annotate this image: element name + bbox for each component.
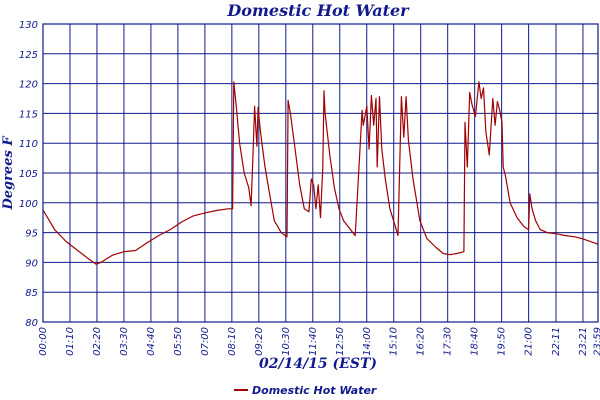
y-tick-label: 90	[25, 258, 38, 269]
x-tick-label: 23:21	[578, 327, 589, 356]
x-tick-label: 08:10	[227, 327, 238, 356]
x-tick-label: 17:30	[443, 327, 454, 356]
legend: Domestic Hot Water	[234, 384, 377, 397]
x-tick-label: 03:30	[119, 327, 130, 356]
y-tick-label: 105	[19, 169, 38, 180]
y-tick-label: 125	[19, 50, 38, 61]
x-tick-label: 07:00	[200, 327, 211, 356]
y-tick-label: 85	[25, 288, 38, 299]
x-tick-label: 14:00	[362, 327, 373, 356]
series-layer	[42, 81, 599, 265]
x-tick-label: 18:40	[470, 327, 481, 356]
x-tick-label: 01:10	[65, 327, 76, 356]
x-axis-ticks: 00:00 01:10 02:20 03:30 04:40 05:50 07:00 08:10…	[38, 327, 600, 356]
x-tick-label: 15:10	[389, 327, 400, 356]
y-tick-label: 130	[19, 20, 38, 31]
y-tick-label: 95	[25, 229, 38, 240]
x-tick-label: 12:50	[335, 327, 346, 356]
grid-layer	[43, 23, 598, 323]
y-tick-label: 100	[19, 199, 38, 210]
y-tick-label: 110	[19, 139, 38, 150]
y-tick-label: 80	[25, 318, 38, 329]
x-tick-label: 21:00	[524, 327, 535, 356]
series-line-domestic-hot-water	[42, 81, 599, 265]
x-tick-label: 22:11	[551, 327, 562, 356]
x-tick-label: 19:50	[497, 327, 508, 356]
x-tick-label: 23:59	[593, 327, 600, 356]
y-tick-label: 115	[19, 109, 38, 120]
x-tick-label: 11:40	[308, 327, 319, 356]
x-tick-label: 10:30	[281, 327, 292, 356]
x-tick-label: 05:50	[173, 327, 184, 356]
y-tick-label: 120	[19, 80, 38, 91]
x-axis-label: 02/14/15 (EST)	[259, 356, 377, 372]
chart-title: Domestic Hot Water	[226, 1, 410, 20]
plot-frame	[42, 23, 599, 323]
y-axis-label: Degrees F	[1, 136, 16, 211]
legend-label: Domestic Hot Water	[252, 384, 377, 397]
x-tick-label: 02:20	[92, 327, 103, 356]
x-tick-label: 04:40	[146, 327, 157, 356]
y-axis-ticks: 80 85 90 95 100 105 110 115 120 125 130	[19, 20, 38, 329]
x-tick-label: 09:20	[254, 327, 265, 356]
x-tick-label: 16:20	[416, 327, 427, 356]
x-tick-label: 00:00	[38, 327, 49, 356]
